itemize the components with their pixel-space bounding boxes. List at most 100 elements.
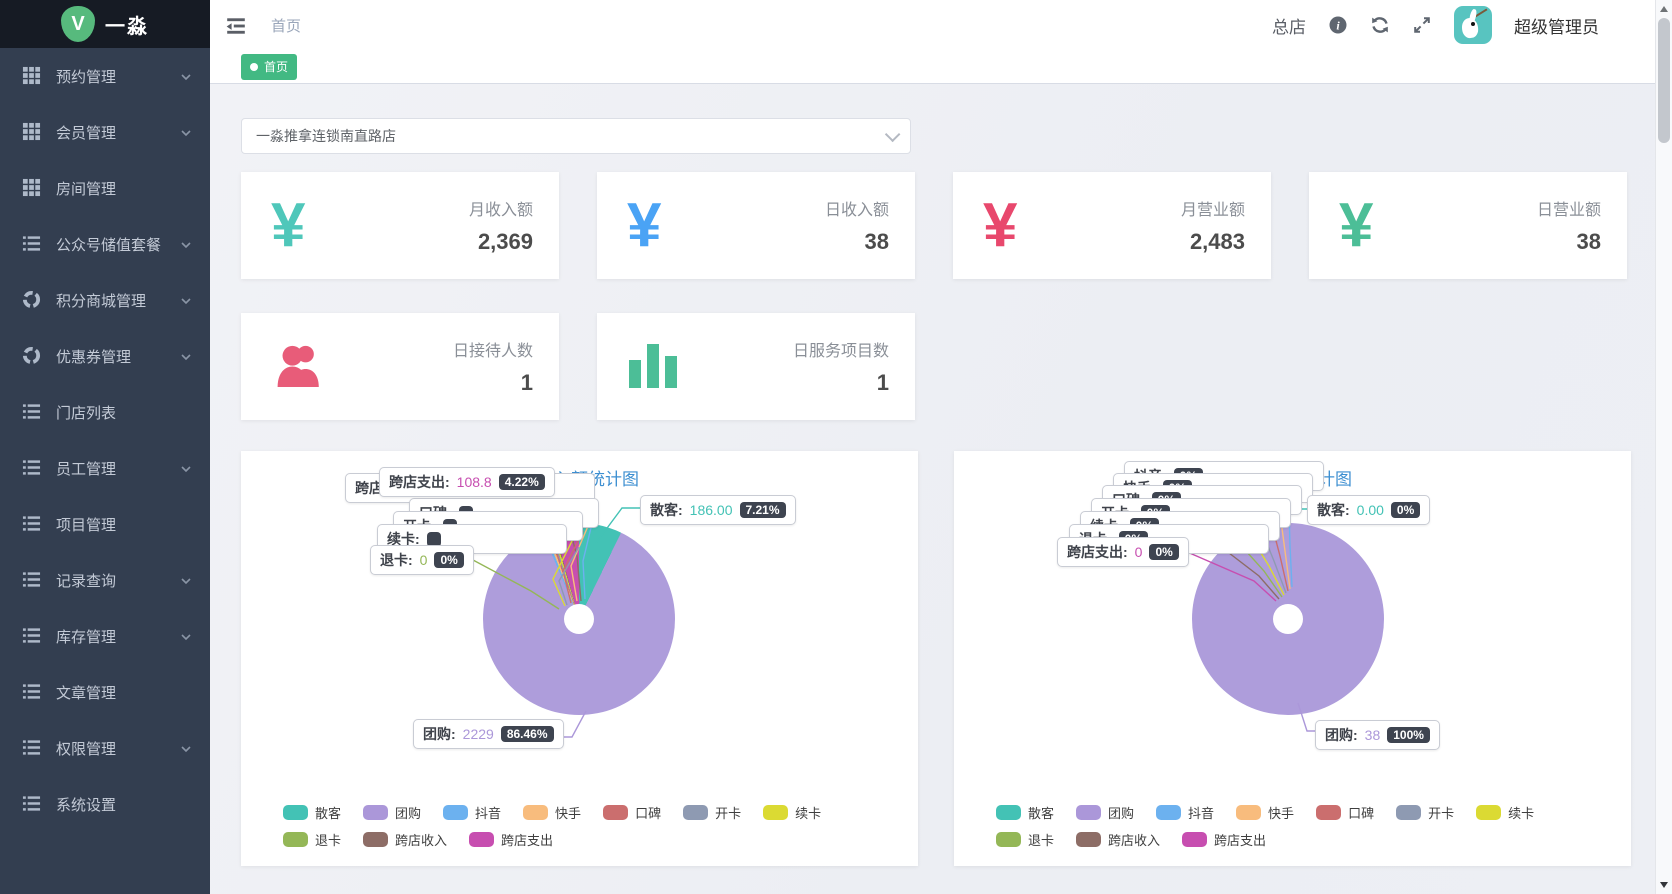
legend-item[interactable]: 跨店支出	[469, 830, 553, 849]
legend-color-chip	[1182, 832, 1208, 847]
sidebar-item[interactable]: 项目管理	[0, 496, 210, 552]
stat-value: 2,483	[1189, 229, 1245, 254]
sidebar-menu: 预约管理 会员管理房间管理公众号储值套餐 积分商城管理 优惠券管理 门店列表 员工管理 项目…	[0, 48, 210, 832]
sidebar-item[interactable]: 房间管理	[0, 160, 210, 216]
sidebar-item[interactable]: 会员管理	[0, 104, 210, 160]
legend-item[interactable]: 快手	[1236, 803, 1294, 822]
stat-value: 1	[520, 370, 533, 395]
legend-item[interactable]: 口碑	[603, 803, 661, 822]
info-icon[interactable]: i	[1328, 15, 1348, 35]
user-name[interactable]: 超级管理员	[1514, 17, 1599, 37]
stat-card: 日服务项目数 1	[597, 313, 915, 420]
breadcrumb[interactable]: 首页	[271, 17, 302, 35]
sidebar-toggle-icon[interactable]	[225, 15, 245, 35]
pie-callout: 团购: 2229 86.46%	[413, 719, 564, 749]
sidebar-item-label: 房间管理	[56, 180, 117, 198]
sidebar-item[interactable]: 公众号储值套餐	[0, 216, 210, 272]
legend-color-chip	[1156, 805, 1182, 820]
sidebar-item[interactable]: 库存管理	[0, 608, 210, 664]
legend-color-chip	[469, 832, 495, 847]
pie-callout: 团购: 38 100%	[1315, 720, 1440, 750]
legend-item[interactable]: 快手	[523, 803, 581, 822]
sidebar-item[interactable]: 优惠券管理	[0, 328, 210, 384]
legend-item[interactable]: 跨店收入	[1076, 830, 1160, 849]
legend-color-chip	[763, 805, 789, 820]
sidebar-logo[interactable]: V 一淼	[0, 0, 210, 48]
legend-item[interactable]: 退卡	[996, 830, 1054, 849]
callout-value: 0	[419, 552, 428, 568]
legend-label: 续卡	[1508, 806, 1535, 821]
legend-item[interactable]: 开卡	[1396, 803, 1454, 822]
svg-text:i: i	[1336, 19, 1340, 33]
list-icon	[22, 682, 42, 702]
legend-item[interactable]: 跨店支出	[1182, 830, 1266, 849]
legend-color-chip	[603, 805, 629, 820]
disc-icon	[22, 346, 42, 366]
legend-item[interactable]: 退卡	[283, 830, 341, 849]
legend-item[interactable]: 抖音	[1156, 803, 1214, 822]
sidebar-item[interactable]: 系统设置	[0, 776, 210, 832]
scroll-up-arrow-icon[interactable]	[1660, 6, 1668, 12]
yen-icon: ¥	[627, 190, 662, 260]
legend-item[interactable]: 团购	[1076, 803, 1134, 822]
list-icon	[22, 794, 42, 814]
refresh-icon[interactable]	[1370, 15, 1390, 35]
legend-label: 抖音	[475, 806, 502, 821]
scroll-down-arrow-icon[interactable]	[1660, 882, 1668, 888]
legend-item[interactable]: 续卡	[763, 803, 821, 822]
list-icon	[22, 458, 42, 478]
callout-name: 散客:	[1317, 502, 1350, 518]
stat-label: 日营业额	[1536, 202, 1601, 219]
tag-home[interactable]: 首页	[241, 53, 298, 80]
legend-label: 团购	[1108, 806, 1135, 821]
scrollbar-thumb[interactable]	[1658, 18, 1670, 143]
legend-color-chip	[363, 805, 389, 820]
stat-value: 1	[876, 370, 889, 395]
sidebar-item[interactable]: 文章管理	[0, 664, 210, 720]
chevron-down-icon	[180, 238, 192, 250]
legend-item[interactable]: 抖音	[443, 803, 501, 822]
user-avatar[interactable]	[1454, 6, 1492, 44]
chart-legend: 散客 团购 抖音 快手 口碑 开卡 续卡退卡 跨店收入 跨店支出	[996, 803, 1596, 849]
pie-center-hole	[564, 604, 594, 634]
legend-item[interactable]: 散客	[283, 803, 341, 822]
legend-item[interactable]: 开卡	[683, 803, 741, 822]
vertical-scrollbar[interactable]	[1655, 0, 1672, 894]
yen-icon: ¥	[1339, 190, 1374, 260]
sidebar-item[interactable]: 记录查询	[0, 552, 210, 608]
store-select[interactable]: 一淼推拿连锁南直路店	[241, 118, 911, 154]
stat-card: 日接待人数 1	[241, 313, 559, 420]
legend-item[interactable]: 口碑	[1316, 803, 1374, 822]
legend-item[interactable]: 跨店收入	[363, 830, 447, 849]
chevron-down-icon	[180, 462, 192, 474]
legend-label: 退卡	[315, 833, 342, 848]
fullscreen-icon[interactable]	[1412, 15, 1432, 35]
legend-color-chip	[1476, 805, 1502, 820]
topbar: 首页 总店 i 超级管理员	[210, 0, 1655, 50]
sidebar-item[interactable]: 积分商城管理	[0, 272, 210, 328]
legend-label: 口碑	[1348, 806, 1375, 821]
chevron-down-icon	[180, 126, 192, 138]
sidebar-item-label: 库存管理	[56, 628, 117, 646]
chart-day-income: 日收入额统计图 抖音:0%快手:0%口碑:0%开卡:0%续卡:0%退卡:0%跨店…	[954, 451, 1631, 866]
callout-name: 团购:	[1325, 727, 1358, 743]
chevron-down-icon	[180, 350, 192, 362]
legend-label: 口碑	[635, 806, 662, 821]
tag-label: 首页	[264, 60, 289, 74]
legend-color-chip	[1396, 805, 1422, 820]
sidebar-item[interactable]: 预约管理	[0, 48, 210, 104]
legend-item[interactable]: 续卡	[1476, 803, 1534, 822]
callout-name: 团购:	[423, 726, 456, 742]
sidebar-item[interactable]: 门店列表	[0, 384, 210, 440]
tags-view-bar: 首页	[210, 50, 1655, 84]
legend-item[interactable]: 团购	[363, 803, 421, 822]
stat-card: ¥ 日收入额 38	[597, 172, 915, 279]
sidebar-item[interactable]: 权限管理	[0, 720, 210, 776]
callout-value: 0	[1134, 544, 1143, 560]
sidebar-item-label: 系统设置	[56, 796, 117, 814]
pie-callout: 散客: 0.00 0%	[1307, 495, 1431, 525]
legend-color-chip	[1076, 805, 1102, 820]
sidebar-item[interactable]: 员工管理	[0, 440, 210, 496]
legend-item[interactable]: 散客	[996, 803, 1054, 822]
chart-legend: 散客 团购 抖音 快手 口碑 开卡 续卡退卡 跨店收入 跨店支出	[283, 803, 883, 849]
